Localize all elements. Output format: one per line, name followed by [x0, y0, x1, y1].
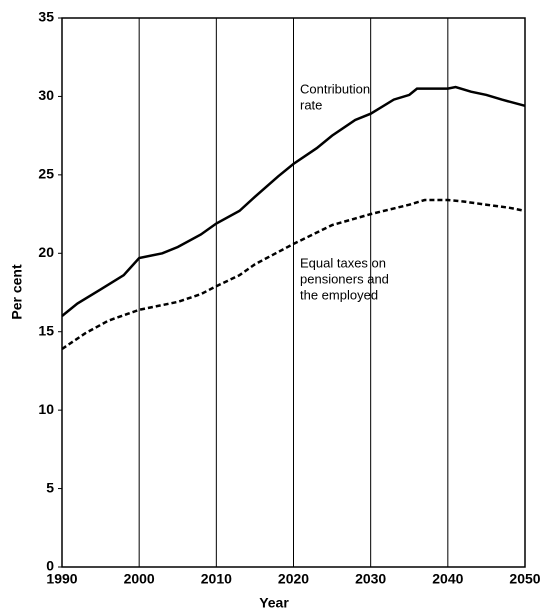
x-tick-label: 2040: [432, 571, 463, 587]
y-tick-label: 10: [38, 401, 54, 417]
y-tick-label: 30: [38, 87, 54, 103]
annotation: Equal taxes on: [300, 255, 386, 270]
line: [61, 85, 526, 317]
x-axis-label: Year: [259, 595, 289, 611]
y-tick-label: 20: [38, 244, 54, 260]
y-axis-label: Per cent: [9, 264, 25, 320]
x-tick-label: 2030: [355, 571, 386, 587]
y-tick-label: 5: [46, 479, 54, 495]
y-tick-label: 35: [38, 9, 54, 25]
x-tick-label: 1990: [46, 571, 77, 587]
y-tick-label: 15: [38, 322, 54, 338]
annotation: the employed: [300, 287, 378, 302]
x-tick-label: 2020: [278, 571, 309, 587]
line: [61, 198, 526, 351]
x-tick-label: 2050: [509, 571, 540, 587]
annotation: pensioners and: [300, 271, 389, 286]
x-tick-label: 2000: [124, 571, 155, 587]
x-tick-label: 2010: [201, 571, 232, 587]
annotation: rate: [300, 97, 322, 112]
annotation: Contribution: [300, 81, 370, 96]
y-tick-label: 0: [46, 558, 54, 574]
y-tick-label: 25: [38, 166, 54, 182]
